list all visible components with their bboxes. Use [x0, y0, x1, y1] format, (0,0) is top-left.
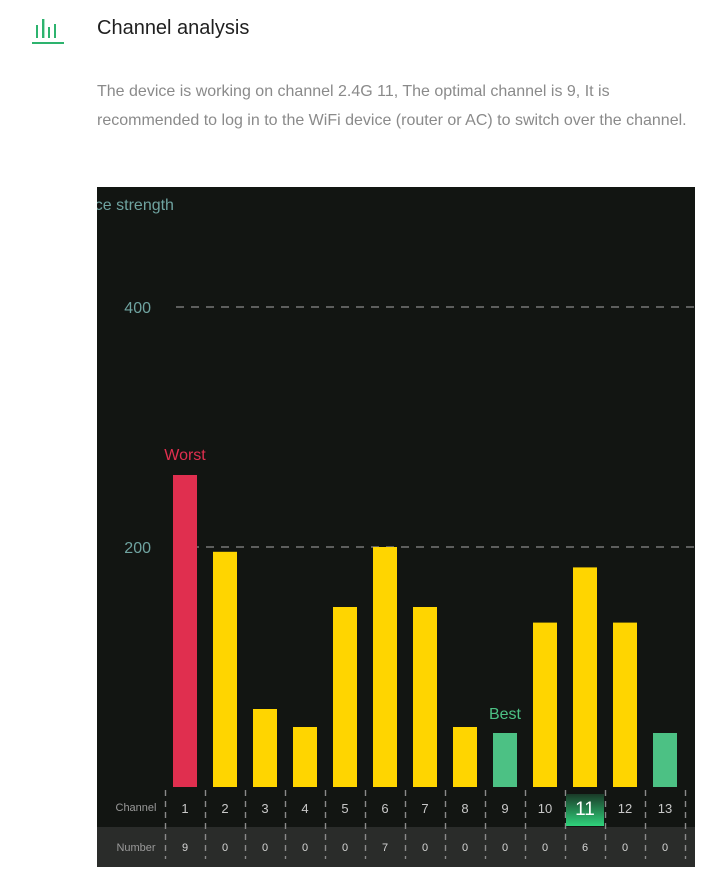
channel-tick-label: 12 — [618, 801, 632, 816]
bar-channel-2 — [213, 551, 237, 787]
number-value: 0 — [502, 842, 508, 854]
channel-row-label: Channel — [116, 802, 157, 814]
number-value: 0 — [222, 842, 228, 854]
worst-label: Worst — [164, 447, 206, 464]
number-value: 0 — [542, 842, 548, 854]
number-value: 9 — [182, 842, 188, 854]
number-value: 0 — [422, 842, 428, 854]
y-axis-title: ence strength — [97, 197, 174, 214]
page-title: Channel analysis — [97, 17, 250, 39]
bar-channel-12 — [613, 622, 637, 787]
y-tick-label: 200 — [124, 540, 151, 557]
current-channel-highlight — [566, 794, 604, 826]
number-row-background — [97, 827, 695, 867]
channel-tick-label: 1 — [181, 801, 188, 816]
bar-channel-1 — [173, 475, 197, 787]
bar-channel-4 — [293, 727, 317, 787]
number-value: 7 — [382, 842, 388, 854]
channel-chart: 200 400 Channel Number Worst Best 1 2 3 4 5 6 7 8 9 10 1… — [97, 187, 695, 867]
bar-channel-10 — [533, 622, 557, 787]
channel-tick-label: 11 — [575, 799, 595, 820]
bar-channel-11 — [573, 567, 597, 787]
bar-channel-8 — [453, 727, 477, 787]
channel-tick-label: 2 — [221, 801, 228, 816]
bar-channel-3 — [253, 709, 277, 787]
bar-channel-13 — [653, 733, 677, 787]
signal-bars-icon — [32, 19, 64, 44]
bar-channel-6 — [373, 547, 397, 787]
bar-channel-5 — [333, 607, 357, 787]
bar-channel-7 — [413, 607, 437, 787]
channel-tick-label: 9 — [501, 801, 508, 816]
channel-tick-label: 4 — [301, 801, 308, 816]
number-value: 0 — [342, 842, 348, 854]
number-value: 6 — [582, 842, 588, 854]
channel-tick-label: 8 — [461, 801, 468, 816]
y-tick-label: 400 — [124, 300, 151, 317]
number-value: 0 — [462, 842, 468, 854]
channel-tick-label: 13 — [658, 801, 672, 816]
channel-tick-label: 10 — [538, 801, 552, 816]
best-label: Best — [489, 706, 522, 723]
channel-description: The device is working on channel 2.4G 11… — [97, 83, 687, 129]
channel-tick-label: 6 — [381, 801, 388, 816]
channel-tick-label: 3 — [261, 801, 268, 816]
bar-channel-9 — [493, 733, 517, 787]
number-value: 0 — [622, 842, 628, 854]
number-value: 0 — [662, 842, 668, 854]
channel-tick-label: 7 — [421, 801, 428, 816]
number-row-label: Number — [116, 842, 155, 854]
number-value: 0 — [262, 842, 268, 854]
number-value: 0 — [302, 842, 308, 854]
channel-tick-label: 5 — [341, 801, 348, 816]
